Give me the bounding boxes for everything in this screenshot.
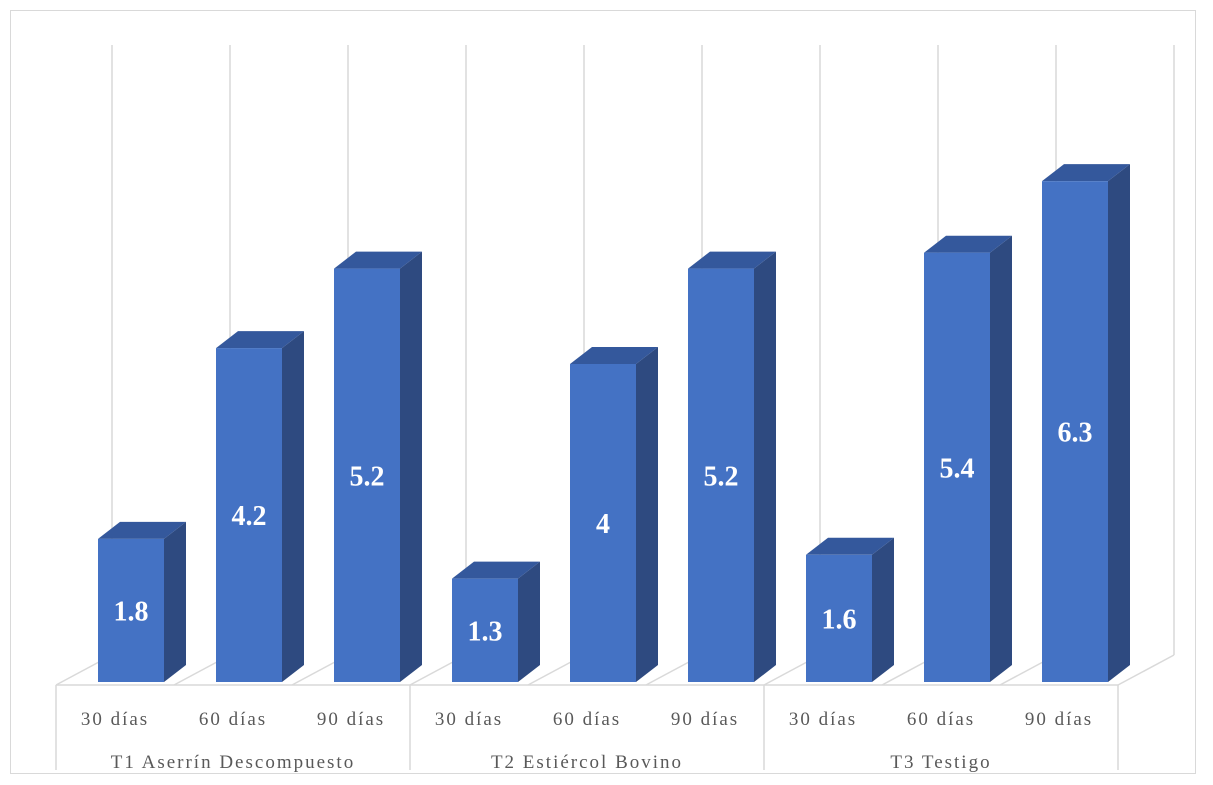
bar-side bbox=[636, 347, 658, 682]
bar-top bbox=[1042, 164, 1130, 182]
bar-top bbox=[570, 347, 658, 364]
category-tick-label: 60 días bbox=[199, 709, 267, 730]
data-label: 1.3 bbox=[468, 616, 503, 647]
category-tick-label: 60 días bbox=[553, 709, 621, 730]
bar bbox=[98, 538, 164, 682]
data-label: 5.2 bbox=[704, 461, 739, 492]
data-label: 1.6 bbox=[822, 604, 857, 635]
bar-side bbox=[518, 561, 540, 682]
category-tick-label: 30 días bbox=[435, 709, 503, 730]
bar-top bbox=[216, 331, 304, 349]
bar-top bbox=[688, 251, 776, 269]
group-tick-label: T3 Testigo bbox=[890, 752, 991, 773]
labels-layer: 1.8 30 días 4.2 60 días 5.2 90 días T1 Aserrín… bbox=[81, 418, 1093, 773]
category-tick-label: 30 días bbox=[789, 709, 857, 730]
data-label: 5.2 bbox=[350, 461, 385, 492]
bar-top bbox=[98, 521, 186, 539]
data-label: 4.2 bbox=[232, 501, 267, 532]
bar-side bbox=[754, 251, 776, 682]
data-label: 1.8 bbox=[114, 596, 149, 627]
bar bbox=[452, 578, 518, 682]
bars-layer bbox=[98, 164, 1130, 682]
category-tick-label: 90 días bbox=[317, 709, 385, 730]
bar-side bbox=[1108, 164, 1130, 682]
bar bbox=[334, 268, 400, 682]
bar-side bbox=[872, 537, 894, 682]
bar bbox=[688, 268, 754, 682]
bar bbox=[1042, 181, 1108, 682]
group-tick-label: T2 Estiércol Bovino bbox=[491, 752, 683, 773]
bar-top bbox=[452, 561, 540, 579]
bar bbox=[924, 252, 990, 682]
category-tick-label: 90 días bbox=[1025, 709, 1093, 730]
category-tick-label: 60 días bbox=[907, 709, 975, 730]
data-label: 5.4 bbox=[940, 453, 975, 484]
bar-side bbox=[400, 251, 422, 682]
bar-side bbox=[164, 521, 186, 682]
bar bbox=[570, 364, 636, 682]
group-tick-label: T1 Aserrín Descompuesto bbox=[111, 752, 355, 773]
bar bbox=[216, 348, 282, 682]
category-tick-label: 90 días bbox=[671, 709, 739, 730]
data-label: 6.3 bbox=[1058, 418, 1093, 449]
floor-divider bbox=[1117, 654, 1175, 686]
bar-top bbox=[924, 235, 1012, 253]
bar-top bbox=[334, 251, 422, 269]
bar-side bbox=[990, 235, 1012, 682]
category-tick-label: 30 días bbox=[81, 709, 149, 730]
bar-top bbox=[806, 537, 894, 555]
bar bbox=[806, 554, 872, 682]
bar-side bbox=[282, 331, 304, 682]
data-label: 4 bbox=[596, 509, 610, 540]
